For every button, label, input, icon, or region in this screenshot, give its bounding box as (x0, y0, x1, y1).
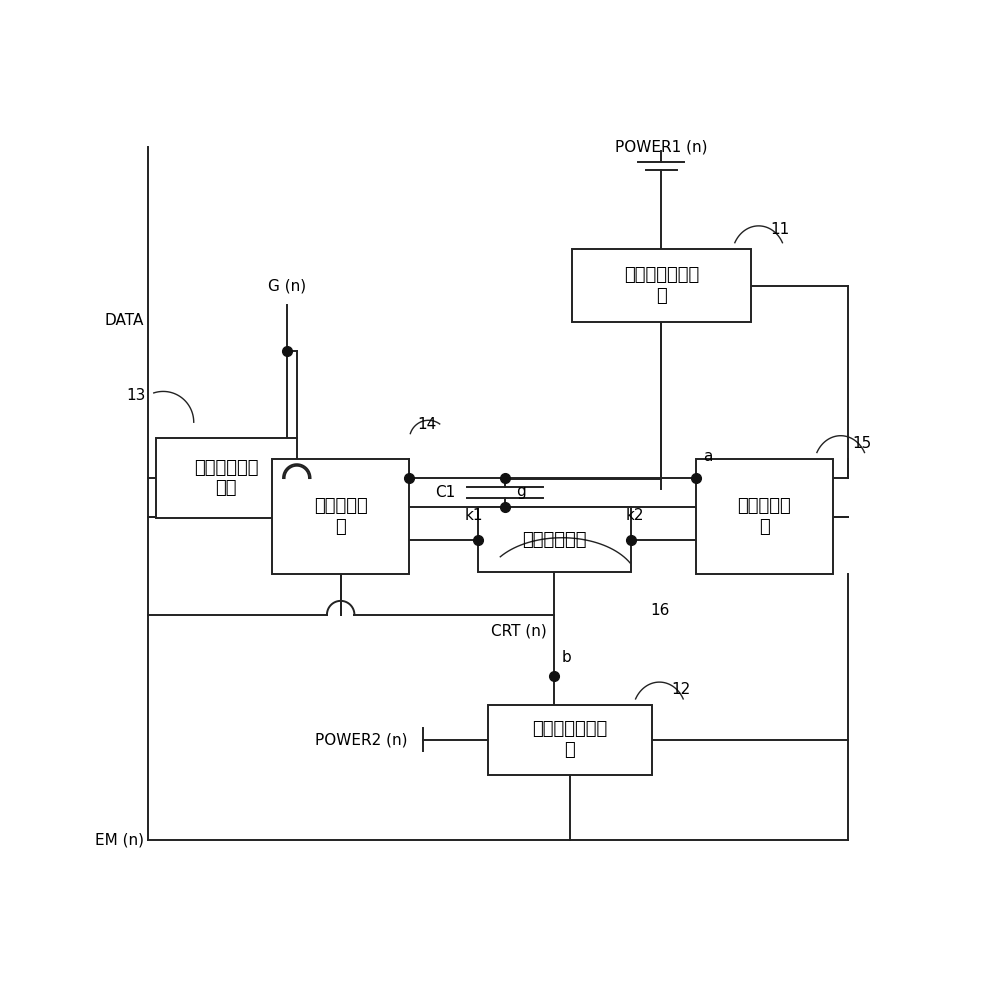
Text: CRT (n): CRT (n) (492, 624, 547, 639)
Text: k1: k1 (465, 508, 484, 523)
Text: 第一电压输入单
元: 第一电压输入单 元 (624, 266, 699, 305)
Text: 数据信号输入
单元: 数据信号输入 单元 (194, 459, 258, 497)
FancyBboxPatch shape (488, 705, 652, 774)
Text: b: b (562, 650, 572, 665)
FancyBboxPatch shape (571, 249, 751, 322)
FancyBboxPatch shape (272, 459, 410, 574)
Text: 第二电压输入单
元: 第二电压输入单 元 (532, 720, 608, 759)
Text: 第二发光单
元: 第二发光单 元 (738, 497, 791, 536)
Text: DATA: DATA (104, 313, 144, 328)
Text: k2: k2 (625, 508, 644, 523)
Text: EM (n): EM (n) (95, 832, 144, 847)
Text: 13: 13 (127, 388, 146, 403)
Text: a: a (703, 449, 713, 464)
Text: 12: 12 (671, 682, 690, 698)
Text: 第一发光单
元: 第一发光单 元 (314, 497, 367, 536)
Text: POWER1 (n): POWER1 (n) (615, 139, 707, 154)
FancyBboxPatch shape (478, 507, 630, 572)
FancyBboxPatch shape (156, 438, 296, 518)
Text: POWER2 (n): POWER2 (n) (315, 732, 408, 747)
Text: 发光控制单元: 发光控制单元 (522, 531, 587, 549)
FancyBboxPatch shape (695, 459, 833, 574)
Text: 14: 14 (417, 417, 436, 432)
Text: 11: 11 (770, 222, 789, 237)
Text: g: g (516, 484, 526, 499)
Text: C1: C1 (435, 485, 455, 500)
Text: 16: 16 (650, 603, 669, 618)
Text: G (n): G (n) (268, 278, 306, 293)
Text: 15: 15 (852, 436, 872, 451)
